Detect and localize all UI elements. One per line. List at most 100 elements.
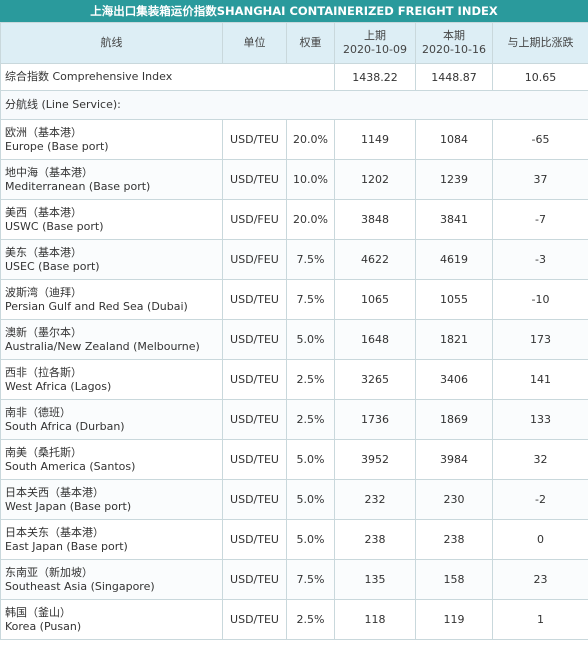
route-weight: 20.0%	[286, 119, 335, 160]
route-name-cn: 澳新（墨尔本）	[5, 325, 82, 339]
route-name: 西非（拉各斯） West Africa (Lagos)	[0, 359, 223, 400]
route-unit: USD/TEU	[222, 279, 287, 320]
route-change: 133	[492, 399, 588, 440]
route-row: 东南亚（新加坡） Southeast Asia (Singapore) USD/TE…	[0, 559, 588, 600]
route-name-en: West Africa (Lagos)	[5, 379, 112, 393]
route-name: 东南亚（新加坡） Southeast Asia (Singapore)	[0, 559, 223, 600]
route-curr: 1084	[415, 119, 493, 160]
route-row: 美东（基本港） USEC (Base port) USD/FEU 7.5% 4622 46…	[0, 239, 588, 280]
header-curr-label: 本期	[443, 29, 465, 42]
route-row: 地中海（基本港） Mediterranean (Base port) USD/TEU…	[0, 159, 588, 200]
route-weight: 2.5%	[286, 599, 335, 640]
route-unit: USD/TEU	[222, 119, 287, 160]
composite-row: 综合指数 Comprehensive Index 1438.22 1448.87…	[0, 63, 588, 91]
route-curr: 158	[415, 559, 493, 600]
header-curr: 本期 2020-10-16	[415, 22, 493, 64]
route-curr: 1821	[415, 319, 493, 360]
route-name-cn: 东南亚（新加坡）	[5, 565, 93, 579]
route-change: -7	[492, 199, 588, 240]
route-unit: USD/TEU	[222, 519, 287, 560]
route-name-en: South Africa (Durban)	[5, 419, 125, 433]
route-name-en: Korea (Pusan)	[5, 619, 82, 633]
route-unit: USD/TEU	[222, 479, 287, 520]
route-name-en: West Japan (Base port)	[5, 499, 132, 513]
route-name-cn: 波斯湾（迪拜）	[5, 285, 82, 299]
route-name-en: USEC (Base port)	[5, 259, 100, 273]
route-name: 地中海（基本港） Mediterranean (Base port)	[0, 159, 223, 200]
route-curr: 238	[415, 519, 493, 560]
header-route: 航线	[0, 22, 223, 64]
route-weight: 5.0%	[286, 439, 335, 480]
header-weight: 权重	[286, 22, 335, 64]
route-prev: 1202	[334, 159, 416, 200]
route-curr: 4619	[415, 239, 493, 280]
route-change: 141	[492, 359, 588, 400]
route-change: -3	[492, 239, 588, 280]
route-weight: 2.5%	[286, 359, 335, 400]
route-prev: 232	[334, 479, 416, 520]
route-prev: 118	[334, 599, 416, 640]
route-row: 韩国（釜山） Korea (Pusan) USD/TEU 2.5% 118 119 1	[0, 599, 588, 640]
route-name-en: USWC (Base port)	[5, 219, 104, 233]
line-service-row: 分航线 (Line Service):	[0, 90, 588, 120]
route-curr: 119	[415, 599, 493, 640]
route-prev: 3265	[334, 359, 416, 400]
route-prev: 4622	[334, 239, 416, 280]
route-row: 南美（桑托斯） South America (Santos) USD/TEU 5.0%…	[0, 439, 588, 480]
route-unit: USD/TEU	[222, 399, 287, 440]
route-change: 1	[492, 599, 588, 640]
header-curr-date: 2020-10-16	[422, 43, 486, 56]
route-change: 0	[492, 519, 588, 560]
route-name-en: Australia/New Zealand (Melbourne)	[5, 339, 200, 353]
route-change: -65	[492, 119, 588, 160]
route-weight: 5.0%	[286, 319, 335, 360]
route-prev: 3952	[334, 439, 416, 480]
header-prev: 上期 2020-10-09	[334, 22, 416, 64]
route-unit: USD/TEU	[222, 439, 287, 480]
route-name: 日本关东（基本港） East Japan (Base port)	[0, 519, 223, 560]
route-weight: 7.5%	[286, 279, 335, 320]
header-unit: 单位	[222, 22, 287, 64]
route-prev: 1065	[334, 279, 416, 320]
route-name-cn: 日本关西（基本港）	[5, 485, 104, 499]
route-change: -10	[492, 279, 588, 320]
route-name: 波斯湾（迪拜） Persian Gulf and Red Sea (Dubai)	[0, 279, 223, 320]
route-unit: USD/TEU	[222, 319, 287, 360]
freight-index-table: 航线 单位 权重 上期 2020-10-09 本期 2020-10-16 与上期…	[0, 22, 588, 640]
route-prev: 135	[334, 559, 416, 600]
route-row: 日本关东（基本港） East Japan (Base port) USD/TEU 5.…	[0, 519, 588, 560]
route-weight: 5.0%	[286, 479, 335, 520]
route-name: 美东（基本港） USEC (Base port)	[0, 239, 223, 280]
composite-prev: 1438.22	[334, 63, 416, 91]
composite-name: 综合指数 Comprehensive Index	[0, 63, 335, 91]
route-prev: 1149	[334, 119, 416, 160]
route-unit: USD/TEU	[222, 559, 287, 600]
route-curr: 3841	[415, 199, 493, 240]
route-unit: USD/TEU	[222, 599, 287, 640]
route-name-cn: 欧洲（基本港）	[5, 125, 82, 139]
route-change: 37	[492, 159, 588, 200]
route-name-cn: 南非（德班）	[5, 405, 71, 419]
route-curr: 1055	[415, 279, 493, 320]
route-prev: 1736	[334, 399, 416, 440]
route-name: 欧洲（基本港） Europe (Base port)	[0, 119, 223, 160]
route-name-cn: 西非（拉各斯）	[5, 365, 82, 379]
route-unit: USD/FEU	[222, 199, 287, 240]
route-row: 美西（基本港） USWC (Base port) USD/FEU 20.0% 3848 3…	[0, 199, 588, 240]
route-weight: 7.5%	[286, 559, 335, 600]
route-name-cn: 韩国（釜山）	[5, 605, 71, 619]
route-change: -2	[492, 479, 588, 520]
route-name-cn: 南美（桑托斯）	[5, 445, 82, 459]
route-unit: USD/TEU	[222, 159, 287, 200]
route-name-cn: 日本关东（基本港）	[5, 525, 104, 539]
header-change: 与上期比涨跌	[492, 22, 588, 64]
route-change: 173	[492, 319, 588, 360]
route-name: 日本关西（基本港） West Japan (Base port)	[0, 479, 223, 520]
route-row: 日本关西（基本港） West Japan (Base port) USD/TEU 5.…	[0, 479, 588, 520]
route-curr: 1239	[415, 159, 493, 200]
route-unit: USD/FEU	[222, 239, 287, 280]
route-curr: 230	[415, 479, 493, 520]
route-name: 美西（基本港） USWC (Base port)	[0, 199, 223, 240]
line-service-label: 分航线 (Line Service):	[0, 90, 588, 120]
route-name-en: Southeast Asia (Singapore)	[5, 579, 155, 593]
